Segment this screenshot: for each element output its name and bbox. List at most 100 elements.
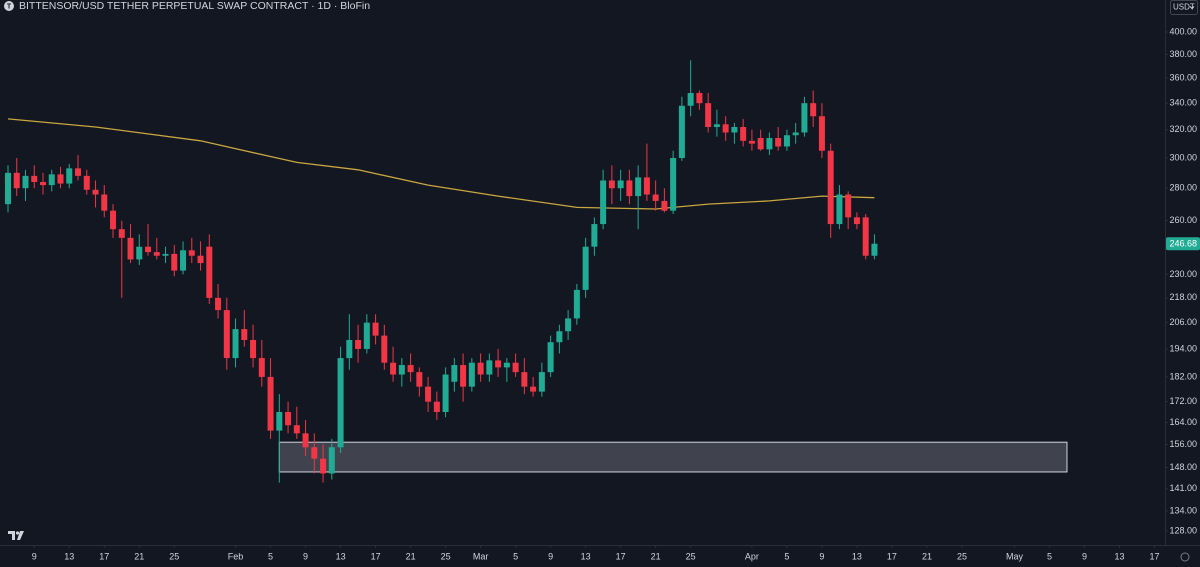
candle [460,353,467,402]
candle-body [293,425,300,434]
candle [801,96,808,137]
x-tick-label: 13 [64,551,74,561]
y-tick-label: 164.00 [1169,417,1197,427]
candle-body [713,124,720,127]
candle-body [845,194,852,218]
candle-body [783,135,790,147]
candle-body [320,458,327,474]
candle-body [661,200,668,211]
currency-chevron [1189,6,1195,10]
candle-body [495,360,502,368]
candle [792,122,799,144]
candle-body [188,250,195,256]
candle-body [766,138,773,150]
candle-body [258,358,265,377]
candle [241,310,248,347]
candle [477,353,484,382]
x-tick-label: 13 [1114,551,1124,561]
x-tick-label: 13 [336,551,346,561]
candle-body [346,340,353,359]
candle-body [565,318,572,332]
candle-body [66,168,73,184]
candle [538,362,545,397]
candle-body [40,182,47,186]
candle [582,237,589,298]
candle-body [101,194,108,211]
candle [346,314,353,370]
candle-body [136,246,143,260]
y-tick-label: 172.00 [1169,396,1197,406]
x-tick-label: 17 [371,551,381,561]
candle [232,318,239,368]
candle [468,358,475,392]
y-tick-label: 141.00 [1169,483,1197,493]
candle [83,169,90,195]
candle [92,180,99,208]
x-tick-label: 5 [513,551,518,561]
candle [372,314,379,345]
candle-body [197,255,204,264]
candle-body [477,362,484,375]
candle-body [468,362,475,387]
x-tick-label: 5 [784,551,789,561]
settings-icon[interactable] [1180,552,1190,562]
candle [188,237,195,264]
x-tick-label: 5 [268,551,273,561]
candle-body [223,310,230,359]
candle-body [363,322,370,349]
candle [433,391,440,420]
candle [302,419,309,456]
candle-body [556,331,563,343]
candle-body [582,246,589,290]
candle-body [390,362,397,375]
candle [215,284,222,319]
y-tick-label: 230.00 [1169,269,1197,279]
candle [652,180,659,211]
candle-body [302,433,309,448]
candle [4,165,11,213]
candle [740,118,747,147]
x-tick-label: 25 [686,551,696,561]
candle [180,241,187,275]
candle [250,324,257,368]
candle-body [643,177,650,195]
candle [591,217,598,256]
y-tick-label: 300.00 [1169,152,1197,162]
candle [853,212,860,230]
candle [31,165,38,189]
candle [871,234,878,260]
candle [573,284,580,325]
candle-body [608,180,615,189]
candle-body [600,180,607,225]
candle [503,358,510,382]
candle [530,376,537,397]
currency-button[interactable] [1170,0,1198,15]
candle-body [748,140,755,144]
candle [390,346,397,382]
candle [845,191,852,230]
y-tick-label: 360.00 [1169,73,1197,83]
candle [223,297,230,370]
candle-body [486,360,493,375]
candle-body [145,246,152,253]
x-tick-label: Feb [228,551,244,561]
candle [442,367,449,418]
candle-body [862,217,869,256]
candle [101,185,108,218]
x-tick-label: 9 [548,551,553,561]
candle [713,109,720,137]
y-tick-label: 280.00 [1169,183,1197,193]
candle-body [31,175,38,183]
candle-body [827,150,834,225]
candle-body [92,189,99,195]
candle [451,358,458,392]
candle-body [425,386,432,402]
currency-button-label[interactable]: USDT [1173,3,1195,12]
candle-body [355,340,362,349]
candle [136,234,143,265]
candle [521,358,528,395]
candle-body [521,372,528,387]
candle [127,224,134,264]
x-tick-label: May [1006,551,1024,561]
candle [670,150,677,214]
